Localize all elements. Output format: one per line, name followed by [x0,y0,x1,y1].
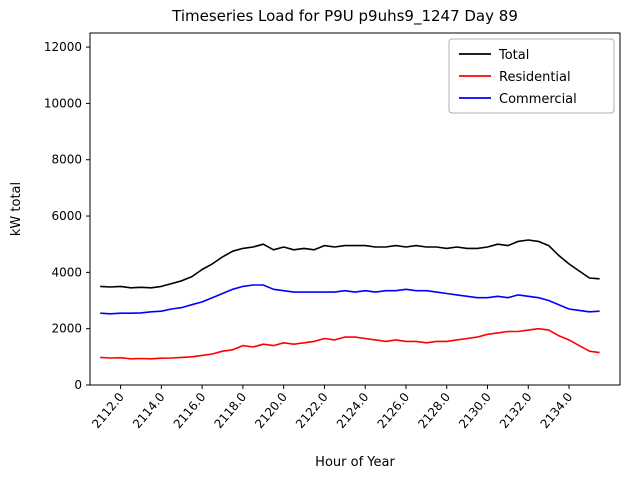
x-tick-label: 2126.0 [375,390,413,431]
x-tick-label: 2118.0 [211,390,249,431]
x-tick-label: 2114.0 [130,390,168,431]
x-tick-label: 2116.0 [171,390,209,431]
x-tick-label: 2112.0 [89,390,127,431]
y-tick-label: 0 [74,378,82,392]
legend-label-commercial: Commercial [499,92,577,107]
plot-area: 2112.0 2114.0 2116.0 2118.0 2120.0 2122.0 2124… [44,32,621,431]
x-tick-label: 2132.0 [497,390,535,431]
x-tick-label: 2120.0 [252,390,290,431]
legend: Total Residential Commercial [448,38,615,114]
y-tick-label: 4000 [51,265,82,279]
axes-frame [89,32,621,386]
x-tick-label: 2130.0 [456,390,494,431]
x-tick-label: 2128.0 [415,390,453,431]
y-tick-label: 8000 [51,153,82,167]
x-tick-label: 2134.0 [538,390,576,431]
x-axis-label: Hour of Year [315,455,395,470]
series-line-commercial [100,284,600,315]
y-tick-label: 2000 [51,322,82,336]
y-tick-label: 12000 [44,40,82,54]
x-tick-label: 2122.0 [293,390,331,431]
series-line-residential [100,327,600,360]
series-line-total [100,239,600,289]
legend-label-total: Total [498,48,529,63]
y-axis-label: kW total [9,182,24,236]
legend-label-residential: Residential [499,70,571,85]
legend-box [448,38,615,114]
y-tick-label: 10000 [44,96,82,110]
y-tick-label: 6000 [51,209,82,223]
x-tick-label: 2124.0 [334,390,372,431]
chart-title: Timeseries Load for P9U p9uhs9_1247 Day … [171,7,518,26]
